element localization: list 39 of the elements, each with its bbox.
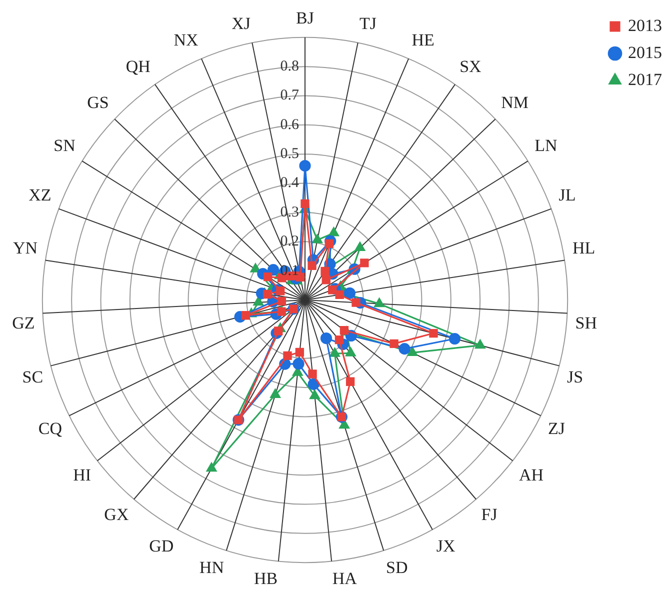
spoke-label: XZ: [28, 185, 52, 204]
spoke-label: HI: [73, 465, 92, 484]
y-tick-label: 0.7: [280, 88, 300, 104]
spoke-label: JX: [436, 536, 456, 556]
spoke-label: FJ: [481, 504, 498, 524]
spoke-label: ZJ: [548, 418, 566, 438]
legend-label: 2013: [628, 16, 662, 35]
spoke-label: HL: [572, 238, 596, 258]
spoke-label: HE: [412, 30, 434, 50]
spoke-label: JL: [558, 185, 576, 204]
y-tick-label: 0.4: [280, 175, 300, 192]
spoke-label: HN: [199, 558, 224, 577]
spoke-label: HB: [254, 568, 278, 588]
y-tick-label: 0.6: [280, 116, 300, 133]
spoke-label: GZ: [12, 313, 35, 332]
spoke-label: SX: [460, 57, 482, 76]
spoke-label: SC: [22, 367, 44, 386]
spoke-label: TJ: [359, 14, 377, 34]
spoke-label: NM: [501, 92, 529, 112]
spoke-label: GS: [87, 92, 109, 112]
y-tick-label: 0.5: [280, 146, 299, 162]
spoke-label: QH: [126, 57, 150, 76]
spoke-label: CQ: [38, 418, 62, 438]
spoke-label: GX: [104, 504, 129, 524]
y-tick-label: 0.8: [280, 58, 299, 75]
spoke-label: NX: [174, 30, 198, 50]
legend-label: 2015: [628, 42, 662, 62]
spoke-label: HA: [332, 568, 358, 588]
spoke-label: SH: [575, 313, 597, 332]
legend-label: 2017: [628, 70, 662, 89]
spoke-label: JS: [566, 367, 584, 386]
spoke-label: GD: [149, 536, 174, 556]
spoke-label: YN: [12, 238, 38, 258]
spoke-label: BJ: [296, 8, 314, 28]
spoke-label: XJ: [232, 14, 251, 34]
spoke-label: SN: [54, 136, 76, 156]
spoke-label: SD: [386, 558, 408, 577]
spoke-label: LN: [534, 136, 558, 156]
spoke-label: AH: [518, 465, 544, 484]
